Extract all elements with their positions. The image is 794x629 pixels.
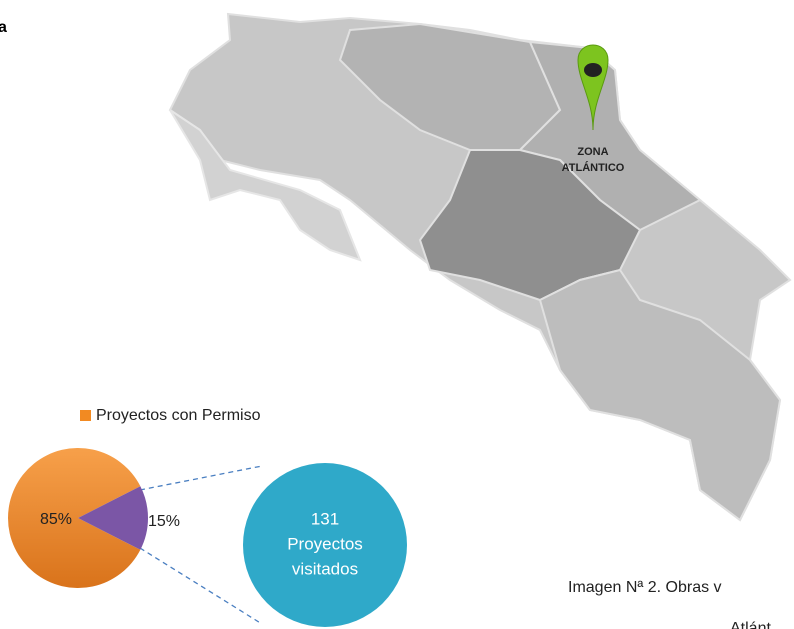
pie-slice [78, 486, 148, 550]
pin-hole [584, 63, 602, 77]
legend-label: Proyectos con Permiso [96, 407, 261, 424]
caption: Imagen Nª 2. Obras v [568, 579, 722, 596]
map: ZONA ATLÁNTICO [168, 12, 792, 522]
map-label: ATLÁNTICO [562, 161, 625, 174]
pie-label: 15% [148, 513, 180, 530]
caption: Atlánt [730, 620, 771, 629]
callout-line [139, 547, 263, 625]
region-guanacaste [169, 109, 362, 262]
pie-label: 85% [40, 511, 72, 528]
callout-line [139, 465, 263, 491]
callout-text: Proyectos [287, 534, 363, 553]
region-atlantico [518, 40, 702, 232]
callout-circle [243, 463, 407, 627]
pie-slice [8, 448, 141, 589]
heading: a [0, 19, 7, 36]
legend-swatch [80, 410, 91, 421]
pie-chart: Proyectos con Permiso 131 Proyectos visi… [8, 407, 407, 627]
callout-text: visitados [292, 559, 358, 578]
region-south [538, 268, 782, 522]
callout-text: 131 [311, 509, 339, 528]
map-label: ZONA [577, 146, 608, 158]
